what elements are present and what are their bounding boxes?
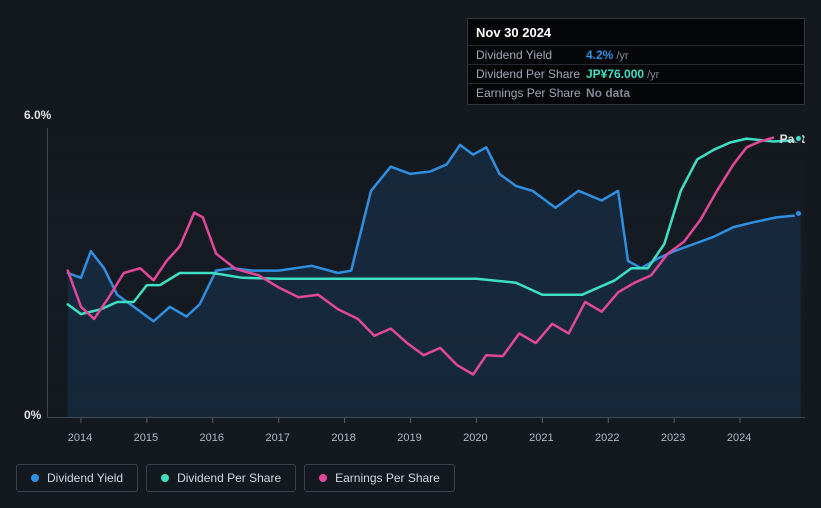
x-axis-label: 2015: [134, 432, 158, 444]
legend-dot-icon: [161, 474, 169, 482]
end-marker-dividend-yield: [794, 209, 803, 218]
x-axis-label: 2019: [397, 432, 421, 444]
tooltip-row-suffix: /yr: [616, 50, 628, 62]
x-axis-label: 2023: [661, 432, 685, 444]
x-axis-label: 2018: [331, 432, 355, 444]
fill-area-dividend-yield: [68, 145, 801, 418]
tooltip-date: Nov 30 2024: [468, 21, 804, 45]
tooltip-panel: Nov 30 2024 Dividend Yield4.2%/yrDividen…: [467, 18, 805, 105]
x-axis-label: 2014: [68, 432, 92, 444]
tooltip-row: Dividend Per ShareJP¥76.000/yr: [468, 64, 804, 83]
legend-item-label: Dividend Yield: [47, 471, 123, 485]
chart-legend: Dividend Yield Dividend Per Share Earnings…: [16, 464, 455, 492]
x-axis-label: 2021: [529, 432, 553, 444]
chart-plot-area[interactable]: [47, 128, 805, 418]
x-axis-label: 2022: [595, 432, 619, 444]
tooltip-row: Earnings Per ShareNo data: [468, 83, 804, 102]
legend-item-label: Dividend Per Share: [177, 471, 281, 485]
y-axis-label: 0%: [24, 408, 41, 422]
tooltip-row-value: JP¥76.000: [586, 67, 644, 81]
legend-dot-icon: [319, 474, 327, 482]
legend-dot-icon: [31, 474, 39, 482]
legend-item-label: Earnings Per Share: [335, 471, 440, 485]
end-marker-dividend-per-share: [794, 134, 803, 143]
tooltip-row: Dividend Yield4.2%/yr: [468, 45, 804, 64]
x-axis-label: 2024: [727, 432, 751, 444]
tooltip-row-label: Dividend Yield: [476, 48, 586, 62]
x-axis-label: 2016: [200, 432, 224, 444]
x-axis-label: 2017: [265, 432, 289, 444]
tooltip-row-label: Dividend Per Share: [476, 67, 586, 81]
tooltip-row-value: No data: [586, 86, 630, 100]
tooltip-row-label: Earnings Per Share: [476, 86, 586, 100]
y-axis-label: 6.0%: [24, 108, 51, 122]
x-axis-label: 2020: [463, 432, 487, 444]
legend-item-dividend-per-share[interactable]: Dividend Per Share: [146, 464, 296, 492]
tooltip-row-suffix: /yr: [647, 69, 659, 81]
tooltip-row-value: 4.2%: [586, 48, 613, 62]
legend-item-earnings-per-share[interactable]: Earnings Per Share: [304, 464, 455, 492]
legend-item-dividend-yield[interactable]: Dividend Yield: [16, 464, 138, 492]
